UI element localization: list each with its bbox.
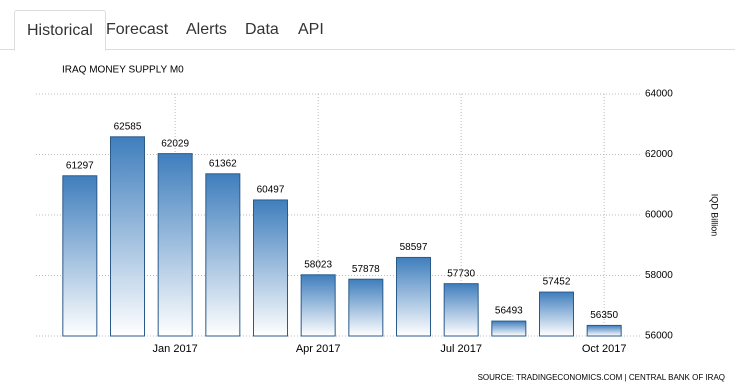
bar (62, 175, 98, 337)
x-tick-label: Jan 2017 (153, 343, 198, 355)
y-tick-label: 62000 (645, 149, 673, 160)
value-label: 57878 (352, 264, 380, 275)
value-label: 61362 (209, 158, 237, 169)
y-tick-label: 58000 (645, 270, 673, 281)
tab[interactable]: Historical (14, 10, 106, 51)
source-note: SOURCE: TRADINGECONOMICS.COM | CENTRAL B… (478, 373, 725, 382)
value-label: 57730 (447, 268, 475, 279)
chart-title: IRAQ MONEY SUPPLY M0 (62, 65, 184, 76)
y-tick-label: 60000 (645, 210, 673, 221)
value-label: 57452 (543, 277, 571, 288)
bar (253, 199, 288, 337)
bar (110, 136, 145, 337)
y-tick-label: 64000 (645, 89, 673, 100)
value-label: 61297 (66, 160, 94, 171)
bar (348, 278, 384, 337)
bar (491, 320, 527, 337)
value-label: 56493 (495, 306, 523, 317)
tab[interactable]: Alerts (186, 21, 227, 38)
value-label: 56350 (590, 310, 618, 321)
bar (205, 173, 241, 337)
value-label: 60497 (257, 185, 285, 196)
x-tick-label: Apr 2017 (296, 343, 341, 355)
bar (443, 283, 479, 337)
bar (539, 291, 574, 337)
bar (157, 153, 193, 337)
tab[interactable]: API (298, 21, 324, 38)
tab[interactable]: Forecast (106, 21, 169, 38)
value-label: 62029 (161, 138, 189, 149)
y-axis-label: IQD Billion (710, 194, 720, 237)
bar (300, 274, 336, 337)
tab-bar: Historical Forecast Alerts Data API (0, 0, 735, 51)
tab[interactable]: Data (245, 21, 279, 38)
value-label: 58023 (304, 259, 332, 270)
bar (396, 256, 431, 337)
x-tick-label: Oct 2017 (582, 343, 627, 355)
y-tick-label: 56000 (645, 331, 673, 342)
bar (586, 324, 622, 337)
value-label: 62585 (114, 121, 142, 132)
value-label: 58597 (400, 242, 428, 253)
x-tick-label: Jul 2017 (440, 343, 482, 355)
